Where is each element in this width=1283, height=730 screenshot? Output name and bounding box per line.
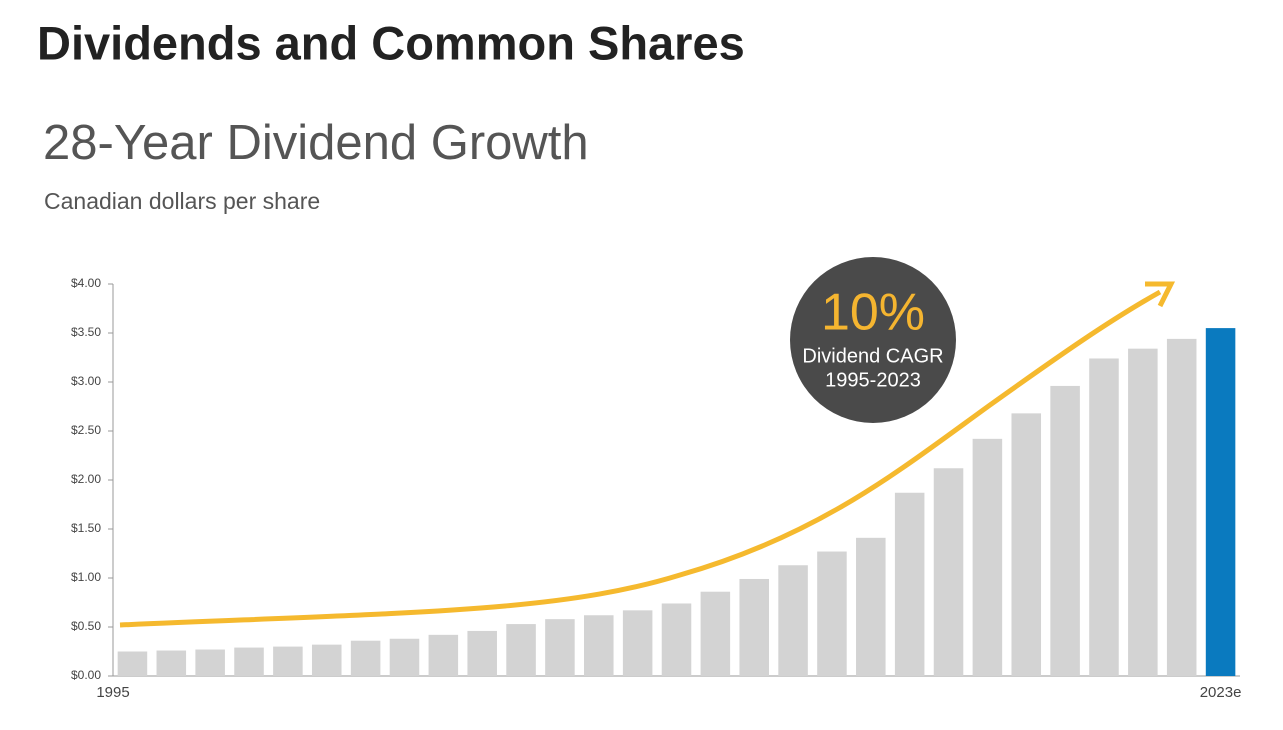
bar: [1166, 338, 1197, 676]
y-tick-label: $2.50: [71, 423, 101, 437]
x-tick-label: 1995: [96, 684, 129, 701]
x-tick-label: 2023e: [1200, 684, 1242, 701]
bar: [894, 492, 925, 676]
bar: [778, 565, 808, 676]
bar: [117, 651, 148, 676]
growth-arrow: [119, 289, 1162, 628]
cagr-bubble: [790, 257, 956, 423]
bar: [1089, 358, 1119, 676]
bar: [584, 615, 614, 676]
bar: [311, 644, 342, 676]
y-axis-label: Canadian dollars per share: [44, 188, 320, 214]
y-tick-label: $3.00: [71, 374, 101, 388]
y-tick-label: $0.50: [71, 619, 101, 633]
bar: [622, 610, 653, 676]
y-tick-label: $0.00: [71, 668, 101, 682]
bar: [933, 468, 964, 676]
bar: [350, 640, 381, 676]
bar: [1011, 413, 1042, 676]
bar: [506, 624, 536, 676]
bar: [467, 630, 497, 676]
bar: [1205, 328, 1236, 676]
bar: [545, 619, 575, 676]
bar: [389, 638, 420, 676]
bar: [700, 591, 731, 676]
cagr-period: 1995-2023: [825, 369, 921, 391]
chart-subtitle: 28-Year Dividend Growth: [43, 116, 589, 170]
y-tick-label: $1.00: [71, 570, 101, 584]
bar: [856, 537, 886, 676]
bar: [273, 646, 303, 676]
bar: [739, 578, 769, 676]
bar: [156, 650, 187, 676]
bar: [817, 551, 847, 676]
bar: [1128, 348, 1158, 676]
cagr-value: 10%: [821, 284, 925, 342]
bar: [972, 438, 1003, 676]
bar: [195, 649, 225, 676]
y-tick-label: $3.50: [71, 325, 101, 339]
cagr-label: Dividend CAGR: [802, 345, 943, 367]
bar: [1050, 385, 1080, 676]
bar: [661, 603, 692, 676]
y-tick-label: $1.50: [71, 521, 101, 535]
y-tick-label: $2.00: [71, 472, 101, 486]
chart-title: Dividends and Common Shares: [37, 16, 745, 69]
arrow-head: [1145, 281, 1176, 308]
bar: [234, 647, 264, 676]
y-tick-label: $4.00: [71, 276, 101, 290]
bar: [428, 634, 459, 676]
